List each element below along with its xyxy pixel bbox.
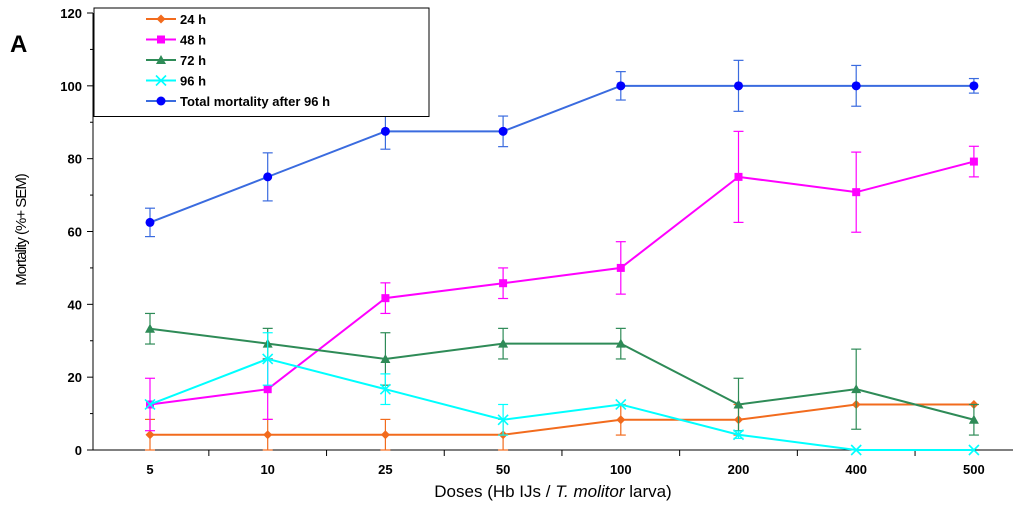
data-point [380, 430, 390, 440]
data-point [498, 338, 509, 348]
data-point [380, 353, 391, 363]
legend-label: 96 h [180, 74, 206, 89]
data-point [968, 444, 980, 456]
data-point [968, 414, 979, 424]
legend-swatch-marker [156, 96, 166, 106]
data-point [262, 353, 274, 365]
marker-stroke [850, 444, 862, 456]
data-point [497, 414, 509, 426]
y-axis-title: Mortality (%+ SEM) [13, 173, 30, 286]
x-tick-label: 25 [378, 462, 392, 477]
y-tick-label: 100 [60, 79, 82, 94]
data-point [263, 430, 273, 440]
marker-stroke [615, 398, 627, 411]
data-point [852, 188, 861, 197]
data-point [851, 384, 862, 394]
axes: 0 20 40 60 80 100 120 5 10 25 50 100 200 400 500 [60, 6, 1013, 477]
data-point [969, 81, 979, 91]
legend-label: 24 h [180, 12, 206, 27]
legend-swatch-marker [157, 35, 165, 44]
y-tick-label: 20 [68, 370, 82, 385]
data-point [733, 399, 744, 409]
data-point [734, 172, 743, 181]
y-tick-label: 80 [68, 152, 82, 167]
data-point [380, 126, 390, 136]
legend-swatch-marker [156, 55, 166, 64]
x-tick-label: 10 [260, 462, 274, 477]
panel-label: A [10, 31, 27, 58]
x-axis-title-part: larva) [624, 482, 671, 501]
data-point [851, 81, 861, 91]
series-line [149, 160, 975, 406]
data-point [263, 172, 273, 182]
data-point [969, 157, 978, 166]
data-point [381, 294, 390, 303]
data-point [379, 383, 391, 395]
series-0 [145, 399, 979, 451]
data-point [145, 217, 155, 227]
series-line [149, 84, 974, 224]
series-2 [145, 312, 979, 436]
x-tick-label: 400 [845, 462, 867, 477]
marker-stroke [262, 353, 274, 365]
data-point [615, 338, 626, 348]
data-point [263, 385, 272, 394]
series-line [149, 327, 975, 421]
data-point [144, 398, 156, 411]
series-line [149, 357, 974, 451]
y-tick-label: 60 [68, 225, 82, 240]
marker-stroke [155, 74, 167, 87]
data-point [145, 323, 155, 333]
legend-entry: 48 h [146, 33, 206, 48]
legend-swatch-marker [155, 74, 167, 87]
legend-entry: 96 h [146, 74, 206, 89]
legend-entry: 72 h [146, 53, 206, 68]
marker-stroke [968, 444, 980, 456]
legend-entry: 24 h [146, 12, 206, 27]
x-axis-title-part: Doses (Hb IJs / [434, 482, 555, 501]
marker-stroke [497, 414, 509, 426]
legend-label: 48 h [180, 33, 206, 48]
marker-stroke [379, 383, 391, 395]
marker-stroke [144, 398, 156, 411]
y-tick-label: 120 [60, 6, 82, 21]
data-point [616, 81, 626, 91]
data-point [850, 444, 862, 456]
legend-entry: Total mortality after 96 h [146, 94, 330, 109]
series-4 [145, 59, 979, 238]
data-point [499, 279, 508, 288]
data-point [616, 415, 626, 425]
x-axis-title-part: T. molitor [555, 482, 626, 501]
y-tick-label: 40 [68, 297, 82, 312]
data-point [616, 263, 625, 272]
x-axis-title: Doses (Hb IJs / T. molitor larva) [434, 482, 671, 501]
series-3 [144, 332, 980, 456]
data-point [498, 126, 508, 136]
data-point [615, 398, 627, 411]
plot-area [144, 59, 980, 456]
x-tick-label: 5 [146, 462, 153, 477]
legend-label: Total mortality after 96 h [180, 94, 330, 109]
y-tick-label: 0 [75, 443, 82, 458]
series-1 [145, 130, 979, 432]
marker-stroke [732, 429, 745, 441]
data-point [732, 429, 745, 441]
data-point [734, 81, 743, 91]
x-tick-label: 200 [728, 462, 750, 477]
legend-swatch-marker [156, 14, 166, 24]
x-tick-label: 100 [610, 462, 632, 477]
x-tick-label: 500 [963, 462, 985, 477]
legend-label: 72 h [180, 53, 206, 68]
legend: 24 h 48 h 72 h 96 h Total mortality after 96… [93, 7, 430, 117]
legend-box [93, 7, 430, 117]
series-line [150, 403, 974, 436]
data-point [145, 430, 155, 440]
x-tick-label: 50 [496, 462, 510, 477]
